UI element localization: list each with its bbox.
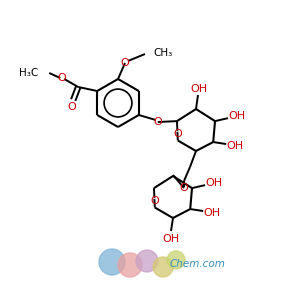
Text: CH₃: CH₃ [153, 48, 172, 58]
Text: O: O [173, 129, 182, 139]
Text: OH: OH [206, 178, 223, 188]
Circle shape [136, 250, 158, 272]
Circle shape [118, 253, 142, 277]
Text: H₃C: H₃C [19, 68, 38, 78]
Circle shape [99, 249, 125, 275]
Text: O: O [121, 58, 129, 68]
Text: O: O [58, 73, 67, 83]
Text: OH: OH [190, 84, 208, 94]
Circle shape [153, 257, 173, 277]
Circle shape [167, 251, 185, 269]
Text: OH: OH [204, 208, 221, 218]
Text: OH: OH [162, 234, 180, 244]
Text: OH: OH [226, 141, 244, 151]
Text: O: O [180, 183, 188, 193]
Text: O: O [150, 196, 159, 206]
Text: O: O [68, 102, 76, 112]
Text: Chem.com: Chem.com [170, 259, 226, 269]
Text: O: O [153, 117, 162, 127]
Text: OH: OH [229, 111, 246, 121]
